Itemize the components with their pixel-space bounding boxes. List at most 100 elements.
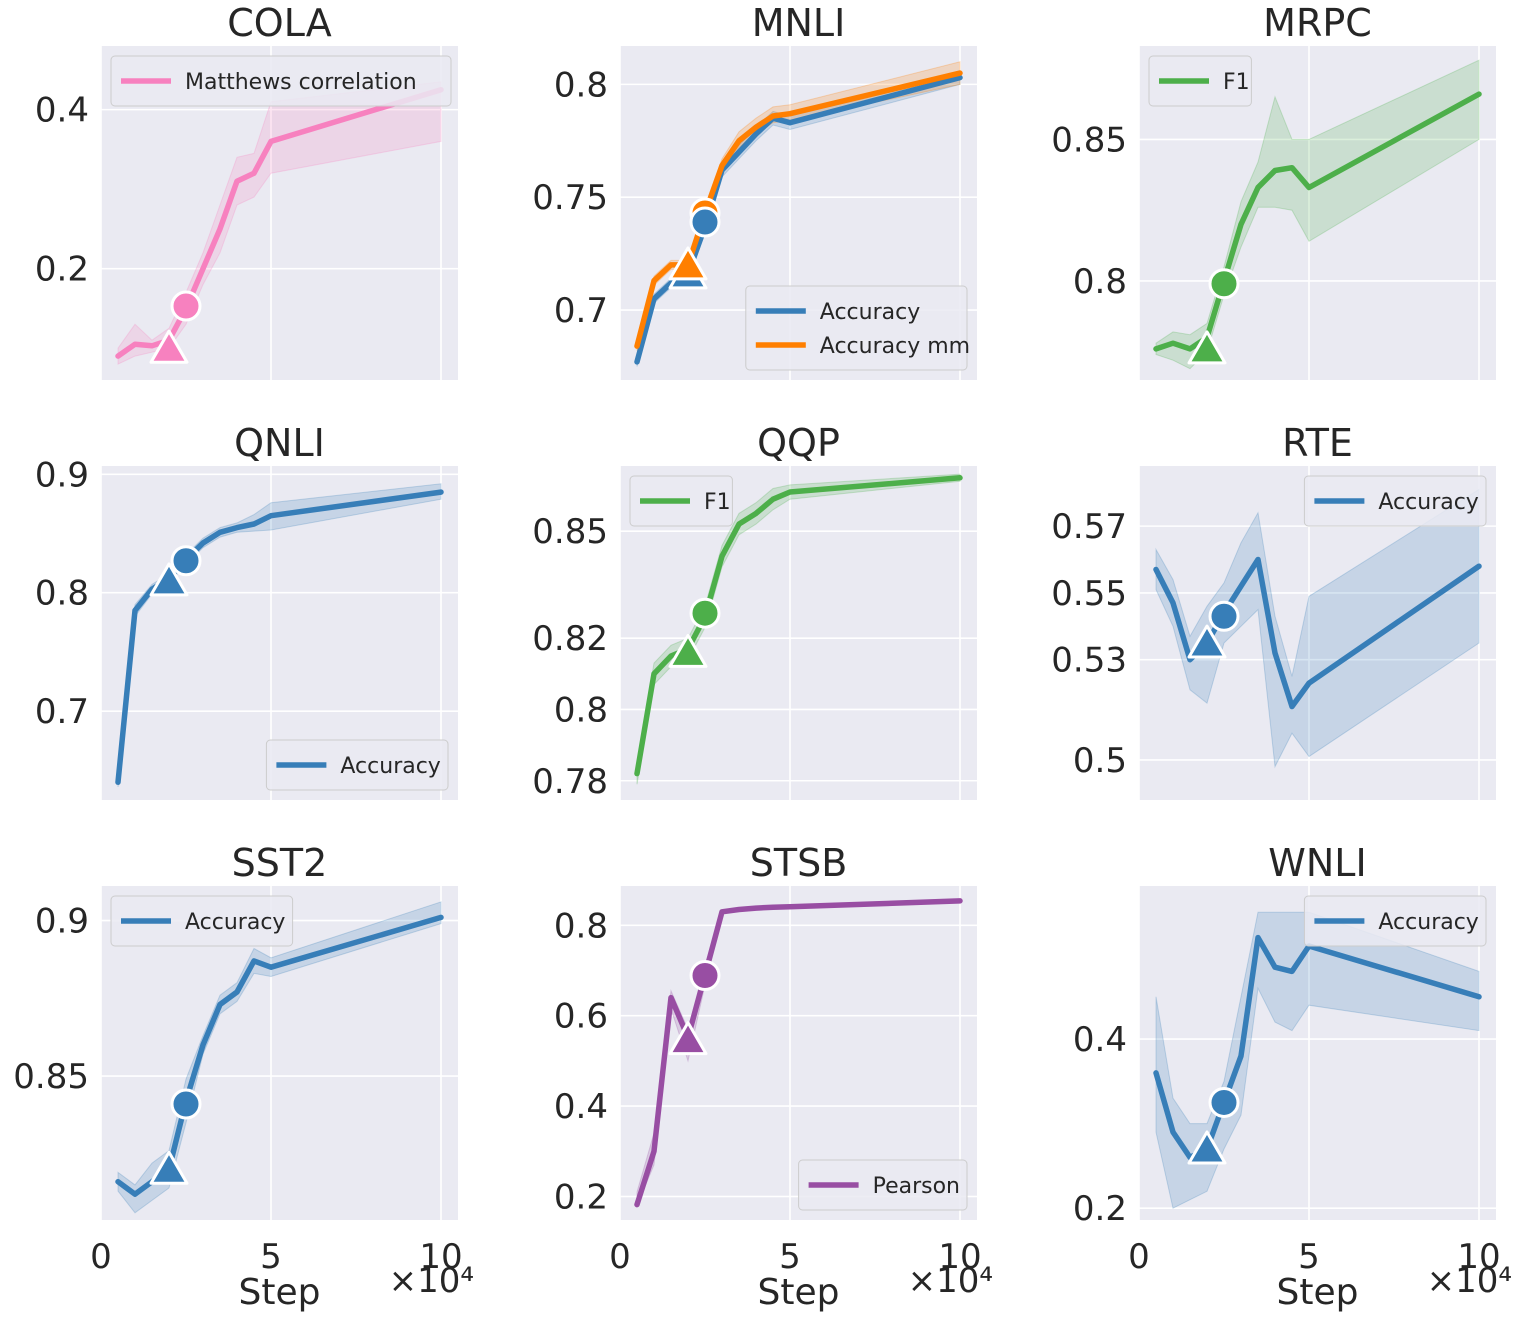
triangle-marker [668, 633, 708, 668]
panel-title: MRPC [1263, 1, 1372, 45]
x-tick-label: 10 [419, 1237, 462, 1277]
panel-mrpc: MRPC 0.8 0.85 F1 [1051, 1, 1496, 380]
y-tick-label: 0.75 [532, 178, 608, 218]
panel-title: RTE [1282, 421, 1353, 465]
panel-rte: RTE 0.5 0.53 0.55 0.57 Accuracy [1051, 421, 1496, 800]
y-tick-label: 0.8 [35, 574, 89, 614]
legend-label: F1 [704, 490, 731, 515]
legend: Pearson [798, 1159, 968, 1211]
triangle-marker [1187, 624, 1227, 659]
panel-cola: COLA 0.2 0.4 Matthews correlation [35, 1, 458, 380]
legend: F1 [629, 475, 733, 527]
series-line [1153, 91, 1482, 352]
x-tick-label: 0 [1128, 1237, 1150, 1277]
series-line [634, 898, 963, 1208]
legend-box [798, 1159, 968, 1211]
legend-box [1303, 475, 1487, 527]
panel-stsb: STSB 0.2 0.4 0.6 0.8 0 5 10 Step ×10⁴ Pearson [554, 841, 993, 1313]
y-tick-label: 0.78 [532, 762, 608, 802]
y-tick-label: 0.8 [554, 690, 608, 730]
panel-qnli: QNLI 0.7 0.8 0.9 Accuracy [35, 421, 458, 800]
triangle-marker [149, 1150, 189, 1185]
triangle-marker [149, 562, 189, 597]
circle-marker [170, 545, 202, 577]
x-tick-label: 0 [90, 1237, 112, 1277]
panel-title: MNLI [752, 1, 846, 45]
legend-label: Accuracy [820, 300, 920, 325]
x-axis-multiplier: ×10⁴ [389, 1261, 474, 1301]
legend-label: Accuracy mm [820, 334, 970, 359]
legend-label: Accuracy [1378, 490, 1478, 515]
x-axis-label: Step [1277, 1272, 1359, 1313]
legend-label: Matthews correlation [185, 70, 417, 95]
triangle-marker [668, 1021, 708, 1056]
legend-box [110, 55, 452, 107]
series-line [634, 70, 963, 349]
circle-marker [689, 959, 721, 991]
legend-label: Accuracy [340, 754, 440, 779]
series-line [634, 475, 963, 777]
triangle-marker [1187, 330, 1227, 365]
panel-title: WNLI [1268, 841, 1366, 885]
series-line [115, 489, 444, 785]
y-tick-label: 0.5 [1073, 741, 1127, 781]
y-tick-label: 0.53 [1051, 641, 1127, 681]
circle-marker [1208, 268, 1240, 300]
y-tick-label: 0.9 [35, 902, 89, 942]
series-line [115, 86, 444, 359]
x-axis-multiplier: ×10⁴ [1427, 1261, 1512, 1301]
y-tick-label: 0.8 [1073, 262, 1127, 302]
y-tick-label: 0.85 [13, 1057, 89, 1097]
y-tick-label: 0.82 [532, 619, 608, 659]
triangle-marker [149, 329, 189, 364]
circle-marker [1208, 1086, 1240, 1118]
x-tick-label: 5 [1298, 1237, 1320, 1277]
y-tick-label: 0.55 [1051, 574, 1127, 614]
legend: F1 [1148, 55, 1252, 107]
series-line [1153, 934, 1482, 1161]
y-tick-label: 0.4 [35, 91, 89, 131]
legend-label: Accuracy [185, 910, 285, 935]
legend-label: Accuracy [1378, 910, 1478, 935]
y-tick-label: 0.8 [554, 906, 608, 946]
panel-qqp: QQP 0.78 0.8 0.82 0.85 F1 [532, 421, 977, 802]
panel-title: QQP [757, 421, 840, 465]
y-tick-label: 0.4 [554, 1087, 608, 1127]
y-tick-label: 0.7 [35, 692, 89, 732]
legend: Accuracy [1303, 475, 1487, 527]
panel-title: COLA [227, 1, 331, 45]
legend: Matthews correlation [110, 55, 452, 107]
series-band [1155, 488, 1480, 769]
y-tick-label: 0.7 [554, 291, 608, 331]
series-line [1153, 556, 1482, 710]
legend-box [1303, 895, 1487, 947]
x-axis-multiplier: ×10⁴ [908, 1261, 993, 1301]
x-tick-label: 5 [260, 1237, 282, 1277]
circle-marker [1208, 600, 1240, 632]
legend: Accuracy [265, 739, 449, 791]
y-tick-label: 0.2 [35, 250, 89, 290]
circle-marker [689, 206, 721, 238]
legend: Accuracy [1303, 895, 1487, 947]
y-tick-label: 0.85 [1051, 120, 1127, 160]
y-tick-label: 0.85 [532, 512, 608, 552]
circle-marker [170, 1088, 202, 1120]
y-tick-label: 0.6 [554, 997, 608, 1037]
x-tick-label: 10 [1457, 1237, 1500, 1277]
x-tick-label: 5 [779, 1237, 801, 1277]
panel-sst2: SST2 0.85 0.9 0 5 10 Step ×10⁴ Accuracy [13, 841, 474, 1313]
x-tick-label: 0 [609, 1237, 631, 1277]
legend: Accuracy [110, 895, 294, 947]
panel-mnli: MNLI 0.7 0.75 0.8 Accuracy Accuracy mm [532, 1, 977, 380]
panel-title: QNLI [234, 421, 325, 465]
legend-box [110, 895, 294, 947]
x-axis-label: Step [239, 1272, 321, 1313]
x-axis-label: Step [758, 1272, 840, 1313]
y-tick-label: 0.57 [1051, 507, 1127, 547]
x-tick-label: 10 [938, 1237, 981, 1277]
legend-box [745, 285, 968, 371]
y-tick-label: 0.4 [1073, 1020, 1127, 1060]
circle-marker [170, 290, 202, 322]
legend-box [265, 739, 449, 791]
